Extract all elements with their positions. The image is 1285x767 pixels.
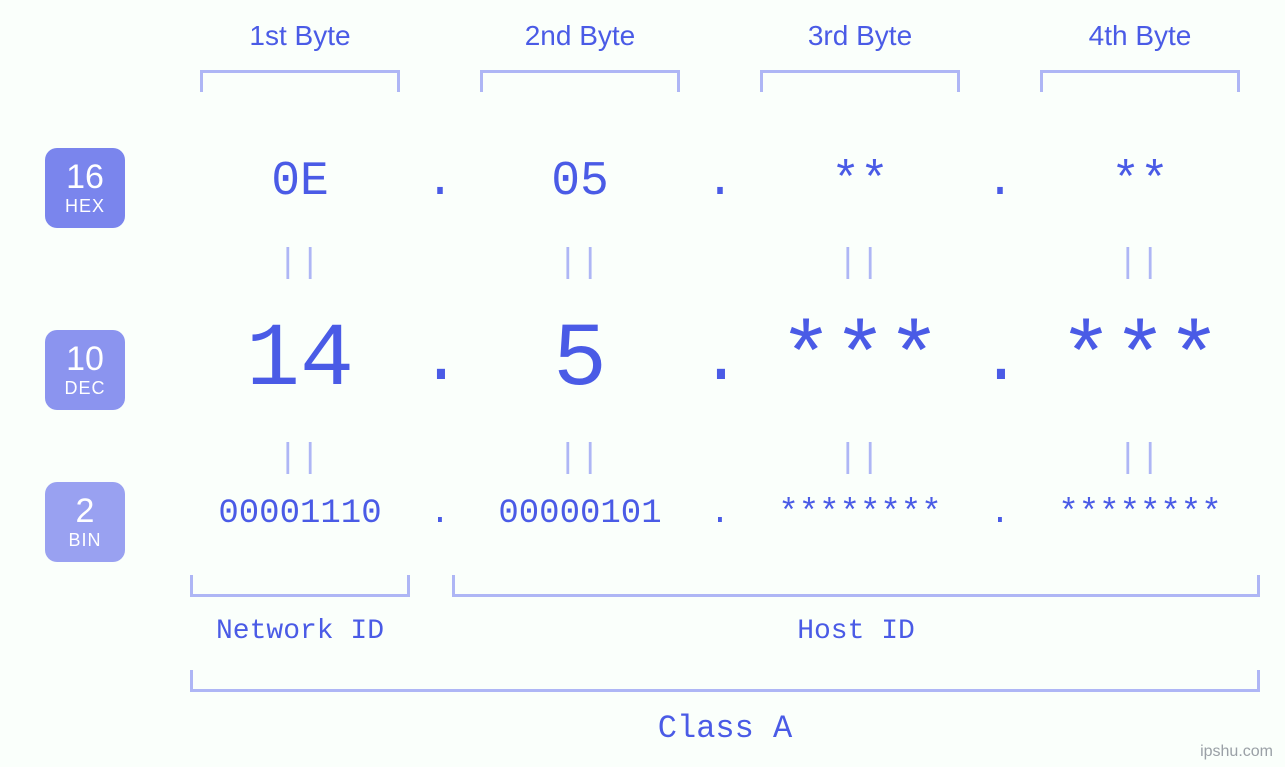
dec-byte-3: *** bbox=[740, 310, 980, 412]
host-id-bracket bbox=[452, 575, 1260, 597]
base-name-bin: BIN bbox=[68, 530, 101, 551]
dec-sep-2: . bbox=[700, 322, 740, 401]
equals-2-2: || bbox=[460, 440, 700, 478]
base-badge-hex: 16 HEX bbox=[45, 148, 125, 228]
watermark: ipshu.com bbox=[1200, 743, 1273, 761]
equals-1-3: || bbox=[740, 245, 980, 283]
dec-byte-2: 5 bbox=[460, 310, 700, 412]
equals-1-4: || bbox=[1020, 245, 1260, 283]
equals-1-2: || bbox=[460, 245, 700, 283]
equals-row-1: || || || || bbox=[180, 245, 1260, 283]
dec-byte-4: *** bbox=[1020, 310, 1260, 412]
base-num-hex: 16 bbox=[66, 160, 104, 194]
bin-byte-2: 00000101 bbox=[460, 495, 700, 533]
equals-2-3: || bbox=[740, 440, 980, 478]
base-name-dec: DEC bbox=[64, 378, 105, 399]
bin-sep-1: . bbox=[420, 495, 460, 533]
dec-sep-3: . bbox=[980, 322, 1020, 401]
hex-byte-2: 05 bbox=[460, 155, 700, 209]
byte-header-3: 3rd Byte bbox=[740, 20, 980, 52]
dec-sep-1: . bbox=[420, 322, 460, 401]
hex-sep-3: . bbox=[980, 155, 1020, 209]
byte-header-4: 4th Byte bbox=[1020, 20, 1260, 52]
bin-sep-2: . bbox=[700, 495, 740, 533]
equals-2-4: || bbox=[1020, 440, 1260, 478]
network-id-label: Network ID bbox=[190, 616, 410, 647]
hex-sep-2: . bbox=[700, 155, 740, 209]
dec-byte-1: 14 bbox=[180, 310, 420, 412]
bin-byte-3: ******** bbox=[740, 495, 980, 533]
byte-header-2: 2nd Byte bbox=[460, 20, 700, 52]
base-badge-bin: 2 BIN bbox=[45, 482, 125, 562]
byte-bracket-4 bbox=[1040, 70, 1240, 92]
bin-byte-1: 00001110 bbox=[180, 495, 420, 533]
hex-byte-3: ** bbox=[740, 155, 980, 209]
equals-1-1: || bbox=[180, 245, 420, 283]
dec-row: 14 . 5 . *** . *** bbox=[180, 310, 1260, 412]
bin-row: 00001110 . 00000101 . ******** . *******… bbox=[180, 495, 1260, 533]
byte-header-1: 1st Byte bbox=[180, 20, 420, 52]
byte-bracket-3 bbox=[760, 70, 960, 92]
ip-breakdown-diagram: 1st Byte 2nd Byte 3rd Byte 4th Byte 16 H… bbox=[0, 0, 1285, 767]
bin-sep-3: . bbox=[980, 495, 1020, 533]
class-label: Class A bbox=[190, 710, 1260, 747]
hex-row: 0E . 05 . ** . ** bbox=[180, 155, 1260, 209]
network-id-bracket bbox=[190, 575, 410, 597]
hex-byte-4: ** bbox=[1020, 155, 1260, 209]
hex-sep-1: . bbox=[420, 155, 460, 209]
class-bracket bbox=[190, 670, 1260, 692]
base-name-hex: HEX bbox=[65, 196, 105, 217]
hex-byte-1: 0E bbox=[180, 155, 420, 209]
equals-row-2: || || || || bbox=[180, 440, 1260, 478]
base-num-dec: 10 bbox=[66, 342, 104, 376]
host-id-label: Host ID bbox=[452, 616, 1260, 647]
byte-bracket-2 bbox=[480, 70, 680, 92]
base-badge-dec: 10 DEC bbox=[45, 330, 125, 410]
bin-byte-4: ******** bbox=[1020, 495, 1260, 533]
byte-bracket-1 bbox=[200, 70, 400, 92]
equals-2-1: || bbox=[180, 440, 420, 478]
base-num-bin: 2 bbox=[76, 494, 95, 528]
